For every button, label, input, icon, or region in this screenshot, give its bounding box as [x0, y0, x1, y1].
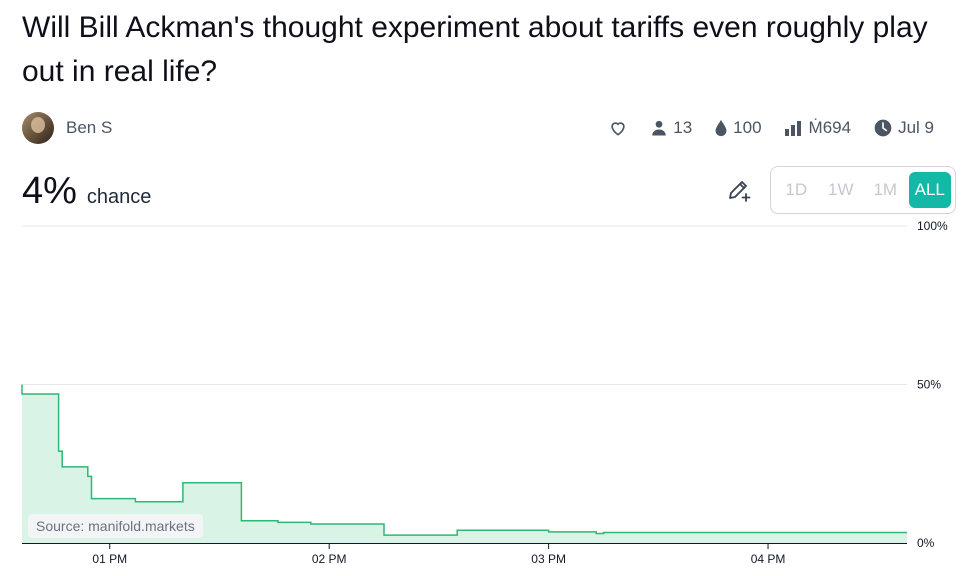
- liquidity: 100: [714, 118, 762, 138]
- y-tick-label: 50%: [917, 378, 941, 392]
- volume: Ṁ694: [784, 118, 852, 138]
- user-icon: [652, 120, 666, 136]
- author-name[interactable]: Ben S: [66, 118, 113, 137]
- y-tick-label: 0%: [917, 536, 935, 550]
- close-date: Jul 9: [873, 118, 934, 138]
- x-tick-label: 02 PM: [312, 552, 347, 566]
- range-1w-button[interactable]: 1W: [828, 180, 854, 199]
- heart-icon[interactable]: [608, 118, 628, 138]
- volume-value: Ṁ694: [808, 118, 852, 137]
- source-label: Source: manifold.markets: [28, 514, 203, 538]
- range-1d-button[interactable]: 1D: [785, 180, 808, 199]
- x-tick-label: 04 PM: [751, 552, 786, 566]
- author[interactable]: Ben S: [22, 112, 112, 144]
- close-date-value: Jul 9: [898, 118, 934, 137]
- avatar[interactable]: [22, 112, 54, 144]
- range-all-button[interactable]: ALL: [908, 172, 951, 208]
- time-range-selector: 1D 1W 1M ALL: [770, 166, 956, 214]
- x-tick-label: 01 PM: [92, 552, 127, 566]
- traders-value: 13: [673, 118, 693, 137]
- droplet-icon: [715, 119, 727, 137]
- liquidity-value: 100: [733, 118, 762, 137]
- probability-value: 4%: [22, 170, 77, 212]
- traders-count: 13: [650, 118, 692, 138]
- x-tick-label: 03 PM: [531, 552, 566, 566]
- probability-label: chance: [86, 186, 152, 208]
- like-button[interactable]: [608, 118, 628, 138]
- probability-line: [21, 384, 907, 536]
- market-title: Will Bill Ackman's thought experiment ab…: [22, 11, 928, 88]
- clock-icon: [874, 119, 892, 137]
- probability-display: 4% chance: [22, 170, 151, 213]
- y-tick-label: 100%: [917, 219, 948, 233]
- bar-chart-icon: [784, 121, 801, 136]
- range-1m-button[interactable]: 1M: [873, 180, 898, 199]
- pencil-plus-icon[interactable]: [726, 178, 752, 204]
- market-stats: 13 100 Ṁ694 Jul 9: [608, 114, 934, 142]
